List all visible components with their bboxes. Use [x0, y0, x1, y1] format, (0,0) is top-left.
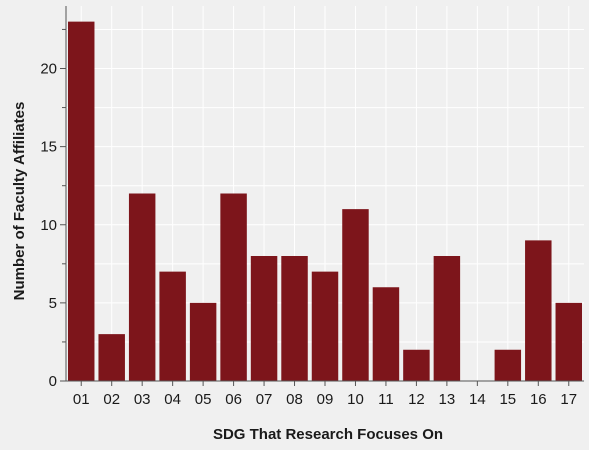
x-tick-label-09: 09: [317, 391, 334, 408]
bar-16: [525, 240, 552, 381]
x-axis-title: SDG That Research Focuses On: [213, 426, 443, 443]
bar-15: [494, 349, 522, 381]
x-tick-label-02: 02: [103, 391, 120, 408]
x-tick-label-01: 01: [73, 391, 90, 408]
bar-01: [68, 21, 95, 381]
bar-12: [403, 349, 430, 381]
x-tick-label-05: 05: [195, 391, 212, 408]
bar-07: [250, 256, 278, 381]
bar-04: [159, 271, 186, 381]
bars-group: [68, 21, 582, 381]
bar-13: [433, 256, 461, 381]
bar-17: [555, 302, 582, 381]
y-tick-label-5: 5: [49, 295, 57, 312]
bar-03: [128, 193, 156, 381]
bar-10: [342, 209, 369, 381]
axes-group: [60, 6, 584, 386]
x-tick-labels: 01 02 03 04 05 06 07 08 09 10 11 12 13 14 15 16 17: [73, 391, 577, 408]
bar-08: [281, 256, 308, 381]
y-tick-labels: 0 5 10 15 20: [40, 61, 57, 391]
bar-05: [189, 302, 217, 381]
y-tick-label-20: 20: [40, 61, 57, 78]
y-axis-title: Number of Faculty Affiliates: [11, 102, 28, 301]
bar-09: [311, 271, 339, 381]
x-tick-label-15: 15: [499, 391, 516, 408]
bar-06: [220, 193, 247, 381]
y-tick-label-0: 0: [49, 373, 57, 390]
x-tick-label-10: 10: [347, 391, 364, 408]
x-tick-label-06: 06: [225, 391, 242, 408]
y-tick-label-15: 15: [40, 139, 57, 156]
x-tick-label-07: 07: [256, 391, 273, 408]
y-tick-label-10: 10: [40, 217, 57, 234]
x-tick-label-11: 11: [378, 391, 394, 408]
x-tick-label-03: 03: [134, 391, 151, 408]
x-tick-label-04: 04: [164, 391, 181, 408]
x-tick-label-14: 14: [469, 391, 486, 408]
bar-02: [98, 334, 125, 381]
x-tick-label-08: 08: [286, 391, 303, 408]
x-tick-label-12: 12: [408, 391, 425, 408]
x-tick-label-16: 16: [530, 391, 547, 408]
bar-11: [372, 287, 400, 381]
x-tick-label-13: 13: [439, 391, 456, 408]
x-tick-label-17: 17: [560, 391, 577, 408]
